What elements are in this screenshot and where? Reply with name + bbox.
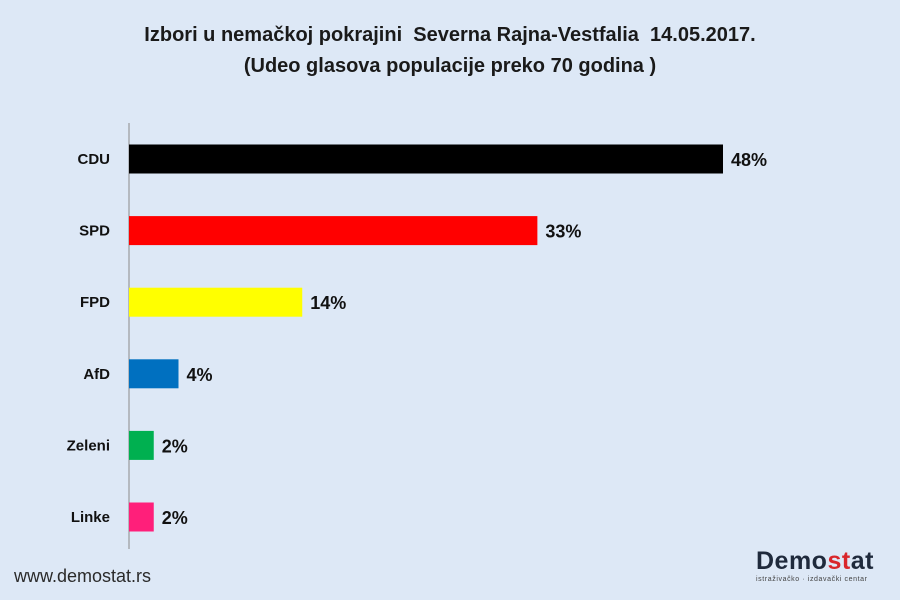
bar-cdu [129,144,723,174]
logo-part-end: at [850,547,874,575]
value-label-linke: 2% [162,508,188,528]
category-label-afd: AfD [83,366,110,383]
category-label-cdu: CDU [78,151,111,168]
bar-zeleni [129,430,154,460]
category-label-zeleni: Zeleni [67,437,110,454]
website-link[interactable]: www.demostat.rs [14,566,152,586]
value-label-cdu: 48% [731,150,767,170]
category-label-linke: Linke [71,509,110,526]
bar-fpd [129,287,303,317]
bar-afd [129,359,179,389]
chart-title-block: Izbori u nemačkoj pokrajini Severna Rajn… [0,20,900,82]
chart-title: Izbori u nemačkoj pokrajini Severna Rajn… [144,24,756,46]
value-label-spd: 33% [545,222,581,242]
logo-tagline: istraživačko · izdavački centar [756,576,868,583]
value-label-afd: 4% [187,365,213,385]
category-label-spd: SPD [79,223,110,240]
chart-subtitle: (Udeo glasova populacije preko 70 godina… [243,55,657,77]
value-label-zeleni: 2% [162,436,188,456]
bar-linke [129,502,154,532]
value-label-fpd: 14% [310,293,346,313]
logo-part-main: Demo [756,547,828,575]
logo-part-accent: st [827,547,851,575]
bar-spd [129,216,538,246]
logo-wordmark: Demostat [756,548,882,575]
demostat-logo: Demostat istraživačko · izdavački centar [756,548,882,588]
category-label-fpd: FPD [80,294,110,311]
